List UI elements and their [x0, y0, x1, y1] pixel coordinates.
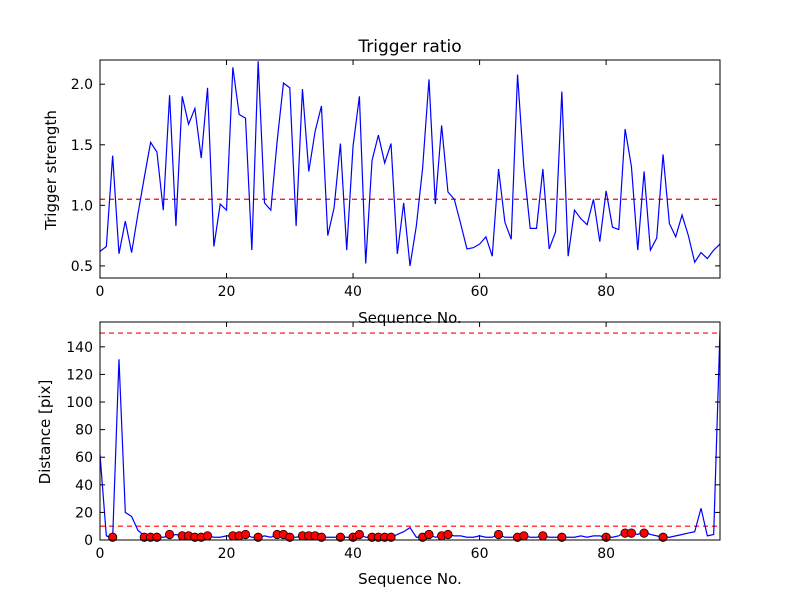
- marker-point: [658, 532, 668, 542]
- x-tick-label: 80: [597, 284, 615, 300]
- y-tick-label: 0.5: [71, 259, 93, 275]
- marker-point: [519, 531, 529, 541]
- y-tick-label: 0: [84, 533, 93, 549]
- marker-point: [626, 528, 637, 538]
- threshold-lines: [100, 332, 720, 527]
- marker-point: [386, 532, 396, 542]
- marker-point: [335, 532, 346, 542]
- marker-point: [493, 529, 504, 540]
- marker-point: [253, 532, 263, 542]
- y-tick-label: 40: [75, 478, 93, 494]
- marker-point: [424, 529, 434, 540]
- chart-title: Trigger ratio: [357, 37, 461, 57]
- y-tick-label: 80: [75, 423, 93, 439]
- y-tick-label: 1.5: [71, 138, 93, 154]
- x-tick-label: 40: [344, 546, 362, 562]
- marker-point: [285, 532, 295, 542]
- marker-point: [639, 528, 649, 538]
- x-tick-label: 80: [597, 546, 615, 562]
- x-tick-label: 20: [218, 546, 236, 562]
- series-lines: [100, 61, 720, 266]
- y-tick-label: 100: [66, 395, 93, 411]
- marker-point: [443, 529, 453, 540]
- axes-border: [99, 321, 721, 541]
- y-tick-label: 2.0: [71, 77, 93, 93]
- y-ticks: 0.5 1.0 1.5 2.0: [71, 77, 720, 275]
- x-tick-label: 60: [471, 546, 489, 562]
- x-axis-label: Sequence No.: [358, 309, 462, 327]
- marker-points: [108, 528, 668, 542]
- axes-frame: [99, 321, 721, 541]
- marker-point: [108, 532, 118, 542]
- x-tick-label: 0: [96, 546, 105, 562]
- marker-point: [152, 532, 162, 542]
- y-tick-label: 20: [75, 505, 93, 521]
- marker-point: [354, 529, 364, 540]
- distance-panel: 0 20 40 60 80 0 20 40 60 80 100 120 140 Sequence No…: [36, 321, 721, 588]
- x-tick-label: 60: [471, 284, 489, 300]
- axes-border: [99, 59, 721, 279]
- series-line: [100, 330, 720, 540]
- marker-point: [557, 532, 567, 542]
- marker-point: [240, 529, 251, 540]
- marker-point: [164, 529, 175, 540]
- marker-point: [538, 531, 548, 541]
- series-line: [100, 61, 720, 266]
- marker-point: [202, 531, 213, 541]
- x-ticks: 0 20 40 60 80: [96, 322, 615, 562]
- y-axis-label: Trigger strength: [42, 110, 60, 231]
- y-tick-label: 140: [66, 340, 93, 356]
- y-tick-label: 120: [66, 367, 93, 383]
- trigger-ratio-panel: Trigger ratio 0 20 40 60 80 0.5 1.0 1.5 2.0 Seq…: [42, 37, 721, 327]
- marker-point: [316, 532, 327, 542]
- series-lines: [100, 330, 720, 540]
- y-tick-label: 1.0: [71, 198, 93, 214]
- x-tick-label: 20: [218, 284, 236, 300]
- x-ticks: 0 20 40 60 80: [96, 60, 615, 300]
- x-axis-label: Sequence No.: [358, 570, 462, 588]
- y-tick-label: 60: [75, 450, 93, 466]
- x-tick-label: 0: [96, 284, 105, 300]
- axes-frame: [99, 59, 721, 279]
- y-ticks: 0 20 40 60 80 100 120 140: [66, 340, 720, 549]
- y-axis-label: Distance [pix]: [36, 380, 54, 485]
- x-tick-label: 40: [344, 284, 362, 300]
